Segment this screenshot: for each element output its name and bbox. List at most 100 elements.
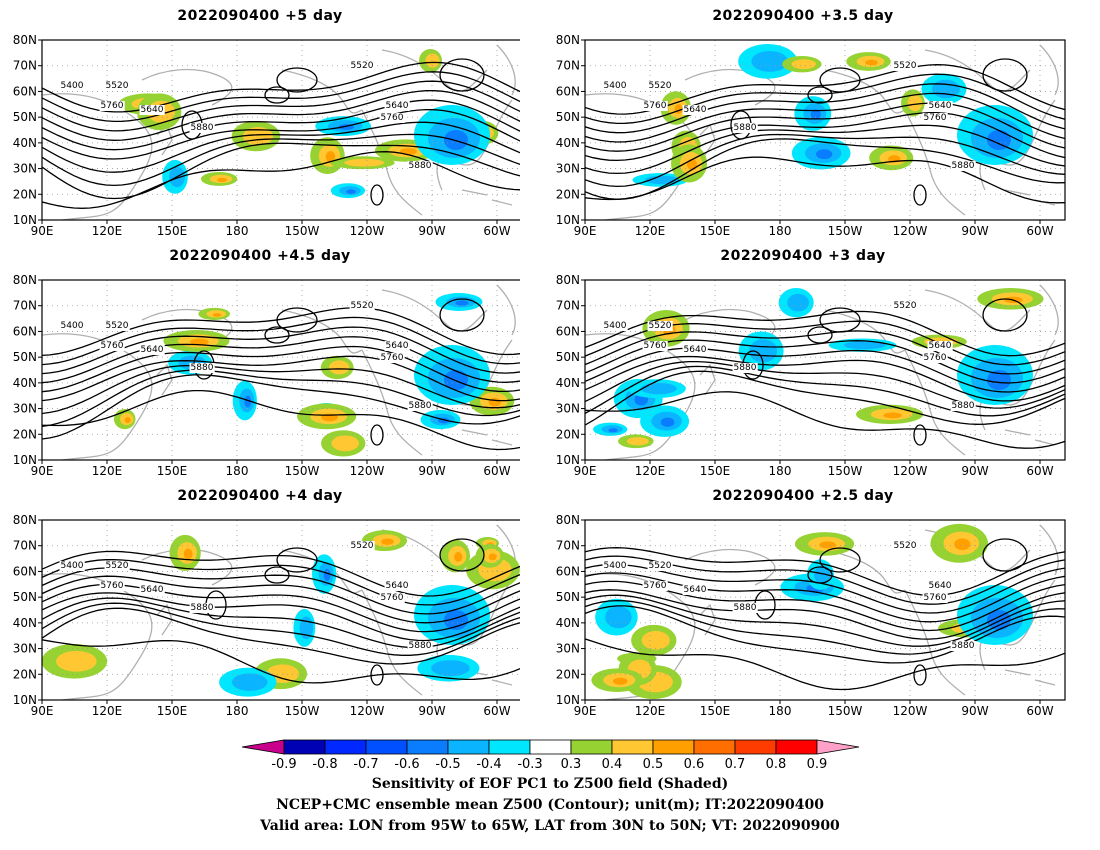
colorbar-bin (652, 739, 695, 755)
caption-line-1: Sensitivity of EOF PC1 to Z500 field (Sh… (371, 776, 729, 792)
colorbar-tick-label: -0.3 (517, 757, 542, 772)
z500-contour (585, 310, 1065, 357)
positive-sensitivity-area (320, 355, 354, 380)
coastline (141, 68, 233, 106)
lat-label: 30N (556, 402, 580, 416)
contour-label: 5880 (952, 401, 975, 411)
coastline (585, 333, 696, 460)
z500-closed-contour (982, 58, 1028, 92)
lon-label: 150W (828, 464, 863, 478)
map-panel-6: 2022090400 +2.5 day 5400 5520 5640 5760 5880… (543, 488, 1066, 718)
map-layers: 5400 5520 5640 5760 5880 5520 5640 5760 5880 (42, 520, 520, 700)
contour-label: 5640 (386, 101, 409, 111)
map-frame (584, 519, 1066, 701)
positive-sensitivity-area (618, 434, 654, 449)
lat-label: 40N (13, 376, 37, 390)
lat-label: 40N (556, 376, 580, 390)
contour-label: 5760 (924, 593, 947, 603)
z500-contour (42, 121, 520, 173)
lat-label: 50N (13, 590, 37, 604)
map-panel-2: 2022090400 +3.5 day 5400 5520 5640 5760 5880… (543, 8, 1066, 238)
negative-sensitivity-area (627, 379, 686, 399)
valid-area-sensitivity (957, 105, 1033, 165)
map-plot: 5400 5520 5640 5760 5880 5520 5640 5760 5880 80N 7… (556, 273, 1066, 478)
lat-label: 10N (13, 693, 37, 707)
lat-label: 40N (556, 616, 580, 630)
z500-contour (585, 563, 1065, 614)
lon-label: 60W (1026, 464, 1053, 478)
lon-label: 150E (700, 224, 731, 238)
lon-label: 180 (226, 224, 249, 238)
coastline (1039, 284, 1059, 336)
z500-contour (42, 607, 520, 665)
contour-label: 5520 (106, 321, 129, 331)
panel-title: 2022090400 +3.5 day (712, 8, 894, 24)
colorbar-bin (406, 739, 449, 755)
coastline (361, 349, 423, 456)
z500-contour (585, 92, 1065, 143)
z500-closed-contour (982, 298, 1028, 332)
colorbar-tick-label: 0.7 (725, 757, 746, 772)
coastline (1039, 44, 1059, 96)
coastline (381, 49, 488, 92)
z500-contour (585, 360, 1065, 409)
map-frame (584, 279, 1066, 461)
lon-label: 150E (700, 464, 731, 478)
positive-sensitivity-area (930, 523, 989, 563)
coastline (42, 93, 153, 220)
panel-title: 2022090400 +2.5 day (712, 488, 894, 504)
z500-closed-contour (276, 307, 318, 333)
lon-label: 120E (635, 464, 666, 478)
lat-label: 50N (13, 350, 37, 364)
contour-label: 5520 (649, 321, 672, 331)
coastline (156, 603, 173, 636)
contour-label: 5400 (61, 81, 84, 91)
z500-contour (42, 559, 520, 606)
map-layers: 5400 5520 5640 5760 5880 5520 5640 5760 5880 (585, 520, 1065, 700)
caption-line-3: Valid area: LON from 95W to 65W, LAT fro… (260, 818, 840, 834)
contour-label: 5520 (894, 541, 917, 551)
z500-contour (585, 547, 1065, 597)
negative-sensitivity-area (738, 331, 784, 371)
z500-closed-contour (264, 566, 290, 584)
colorbar-bin (570, 739, 613, 755)
contour-label: 5760 (101, 341, 124, 351)
negative-sensitivity-area (219, 667, 277, 697)
lon-label: 120W (350, 464, 385, 478)
lon-label: 90W (961, 704, 988, 718)
lon-label: 150E (157, 224, 188, 238)
z500-contour (585, 638, 1065, 691)
map-frame (41, 519, 520, 701)
negative-sensitivity-area (778, 288, 814, 318)
negative-sensitivity-area (640, 405, 690, 437)
lat-label: 10N (556, 213, 580, 227)
z500-contour (42, 597, 520, 649)
z500-closed-contour (370, 184, 384, 206)
z500-contour (585, 594, 1065, 647)
contour-label: 5760 (644, 341, 667, 351)
coastline (684, 548, 776, 586)
z500-contour (585, 124, 1065, 175)
lon-label: 90E (31, 464, 54, 478)
contour-label: 5640 (684, 105, 707, 115)
contour-label: 5640 (141, 105, 164, 115)
map-svg: 5400 5520 5640 5760 5880 5520 5640 5760 5880 80N 7… (13, 33, 520, 238)
negative-sensitivity-area (921, 73, 967, 105)
colorbar-tick-label: -0.9 (271, 757, 296, 772)
contour-label: 5640 (684, 345, 707, 355)
z500-closed-contour (819, 307, 861, 333)
contour-label: 5760 (381, 353, 404, 363)
colorbar-bin (734, 739, 777, 755)
colorbar-tick-label: -0.4 (476, 757, 501, 772)
map-layers: 5400 5520 5640 5760 5880 5520 5640 5760 5880 (585, 280, 1065, 460)
lat-label: 60N (13, 564, 37, 578)
lon-label: 150W (828, 224, 863, 238)
lat-label: 50N (556, 110, 580, 124)
contour-label: 5520 (351, 541, 374, 551)
negative-sensitivity-area (417, 654, 480, 682)
lon-label: 60W (483, 224, 510, 238)
map-svg: 5400 5520 5640 5760 5880 5520 5640 5760 5880 80N 7… (13, 273, 520, 478)
negative-sensitivity-area (828, 338, 897, 352)
positive-sensitivity-area (794, 532, 855, 556)
lat-label: 80N (556, 513, 580, 527)
